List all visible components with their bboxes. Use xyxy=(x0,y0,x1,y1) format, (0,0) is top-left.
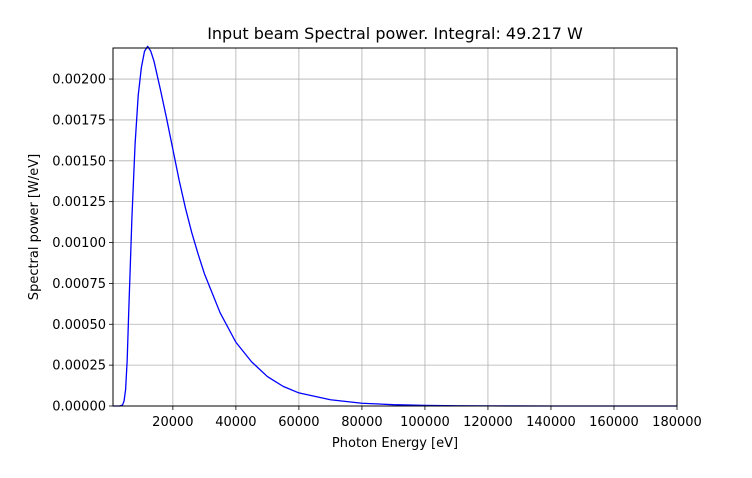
x-tick-label: 100000 xyxy=(400,415,450,430)
series-layer xyxy=(113,45,677,407)
x-axis-label: Photon Energy [eV] xyxy=(332,436,458,451)
x-tick-label: 20000 xyxy=(152,415,193,430)
y-tick-label: 0.00200 xyxy=(52,73,106,88)
y-tick-label: 0.00150 xyxy=(52,154,106,169)
x-tick-label: 180000 xyxy=(652,415,702,430)
y-axis-label: Spectral power [W/eV] xyxy=(27,154,42,300)
x-tick-label: 120000 xyxy=(463,415,513,430)
grid xyxy=(113,48,678,407)
x-axis: 20000 40000 60000 80000 100000 120000 140000 16… xyxy=(152,406,702,430)
x-tick-label: 140000 xyxy=(526,415,576,430)
y-tick-label: 0.00025 xyxy=(52,359,106,374)
y-tick-label: 0.00125 xyxy=(52,195,106,210)
y-tick-label: 0.00175 xyxy=(52,113,106,128)
x-tick-label: 60000 xyxy=(278,415,319,430)
y-tick-label: 0.00050 xyxy=(52,318,106,333)
y-tick-label: 0.00075 xyxy=(52,277,106,292)
chart-title: Input beam Spectral power. Integral: 49.… xyxy=(207,24,583,43)
y-axis: 0.00000 0.00025 0.00050 0.00075 0.00100 0.001… xyxy=(52,73,113,415)
series-line xyxy=(113,45,677,407)
x-tick-label: 160000 xyxy=(589,415,639,430)
x-tick-label: 80000 xyxy=(341,415,382,430)
x-tick-label: 40000 xyxy=(215,415,256,430)
y-tick-label: 0.00000 xyxy=(52,400,106,415)
y-tick-label: 0.00100 xyxy=(52,236,106,251)
plot-frame xyxy=(112,47,678,407)
